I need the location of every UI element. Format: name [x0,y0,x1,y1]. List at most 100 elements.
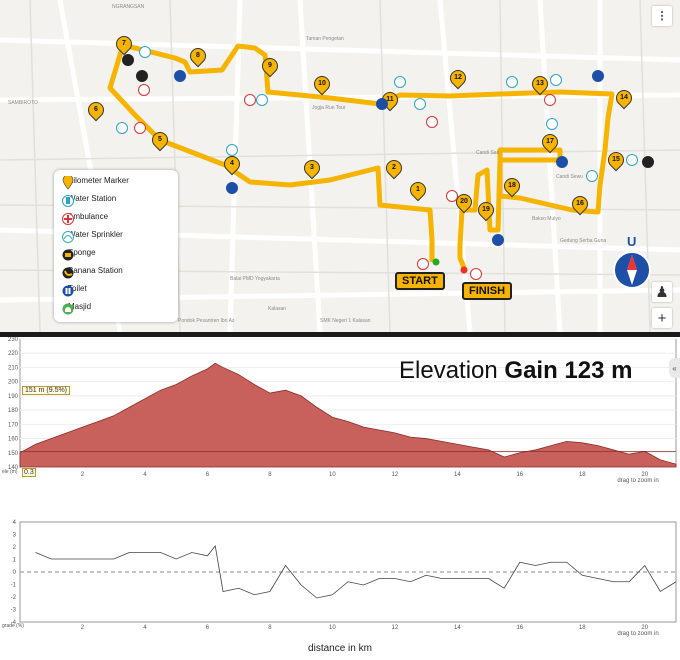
grade-x-tick: 10 [329,625,336,631]
km-marker-label: 2 [392,164,396,171]
km-marker-label: 9 [268,62,272,69]
route-map[interactable]: NGRANGSAN SAMBIROTO Kalasan Taman Penget… [0,0,680,332]
ambulance-icon[interactable] [446,190,458,202]
grade-line [35,545,677,599]
ambulance-icon[interactable] [244,94,256,106]
start-sign: START [395,272,445,290]
km-marker-label: 5 [158,136,162,143]
toilet-icon[interactable] [174,70,186,82]
elevation-x-tick: 14 [454,472,461,478]
legend-label: Sponge [68,248,96,257]
water-station-icon[interactable] [256,94,268,106]
toilet-icon[interactable] [226,182,238,194]
zoom-in-button[interactable]: + [652,308,672,328]
water-station-icon[interactable] [414,98,426,110]
legend-item: Kilometer Marker [62,176,129,190]
elevation-chart[interactable]: 230 220 210 200 190 180 170 160 150 140 2 4 6 8 10 12 14… [0,337,680,485]
ambulance-icon[interactable] [544,94,556,106]
toilet-icon [62,285,74,297]
map-label: Bakso Mulyo [532,216,561,222]
grade-y-tick: 1 [13,558,17,564]
ambulance-icon [62,213,74,225]
x-start-badge: 0.3 [22,468,36,477]
legend-item: Water Sprinkler [62,230,123,243]
more-options-button[interactable]: ⁝ [652,6,672,26]
ambulance-icon[interactable] [417,258,429,270]
grade-y-tick: 4 [13,520,17,526]
grade-x-tick: 18 [579,625,586,631]
x-axis-label: distance in km [308,643,372,654]
km-marker-label: 14 [620,94,628,101]
water-station-icon[interactable] [139,46,151,58]
ambulance-icon[interactable] [138,84,150,96]
elevation-y-tick: 220 [8,351,19,357]
grade-zoom-hint: drag to zoom in [617,631,658,637]
grade-y-tick: -1 [11,583,17,589]
elevation-y-tick: 190 [8,394,19,400]
legend-item: Banana Station [62,266,123,279]
km-marker-label: 15 [612,156,620,163]
sponge-icon [62,249,74,261]
elevation-y-tick: 230 [8,337,19,343]
elevation-y-tick: 140 [8,465,19,471]
water-station-icon[interactable] [226,144,238,156]
water-station-icon[interactable] [394,76,406,88]
legend-item: Toilet [62,284,87,297]
start-dot [432,258,440,266]
elevation-zoom-hint: drag to zoom in [617,478,658,484]
toilet-icon[interactable] [376,98,388,110]
legend-label: Ambulance [68,212,109,221]
grade-y-tick: -2 [11,595,17,601]
water-station-icon[interactable] [550,74,562,86]
grade-y-tick: 0 [13,570,17,576]
km-marker-label: 1 [416,186,420,193]
toilet-icon[interactable] [592,70,604,82]
km-marker-label: 4 [230,160,234,167]
elevation-y-tick: 180 [8,408,19,414]
ambulance-icon[interactable] [470,268,482,280]
water-station-icon[interactable] [116,122,128,134]
legend-label: Toilet [68,284,87,293]
masjid-icon [62,303,74,315]
elevation-x-tick: 8 [268,472,272,478]
ambulance-icon[interactable] [134,122,146,134]
collapse-panel-button[interactable]: « [669,358,680,378]
street-view-button[interactable]: ♟ [652,282,672,302]
water-station-icon[interactable] [626,154,638,166]
water-station-icon[interactable] [546,118,558,130]
elevation-x-tick: 2 [81,472,85,478]
toilet-icon[interactable] [492,234,504,246]
map-label: SAMBIROTO [8,100,38,106]
km-marker-label: 6 [94,106,98,113]
banana-station-icon[interactable] [642,156,654,168]
sponge-icon[interactable] [122,54,134,66]
map-label: Jogja Run Tour [312,105,346,111]
grade-y-tick: 3 [13,533,17,539]
grade-y-unit: grade (%) [2,623,24,629]
map-label: Taman Pengetan [306,36,344,42]
elevation-x-tick: 18 [579,472,586,478]
km-marker-label: 17 [546,138,554,145]
elevation-y-tick: 200 [8,380,19,386]
legend-label: Water Sprinkler [68,230,123,239]
compass-letter: U [627,234,637,249]
grade-x-tick: 6 [206,625,210,631]
compass-icon [613,251,651,289]
elevation-x-tick: 16 [516,472,523,478]
km-marker-label: 13 [536,80,544,87]
hover-value-badge: 151 m (9.5%) [22,386,71,395]
ambulance-icon[interactable] [426,116,438,128]
elevation-y-unit: ele (m) [2,469,18,475]
water-station-icon[interactable] [586,170,598,182]
water-station-icon [62,195,74,207]
toilet-icon[interactable] [556,156,568,168]
elevation-x-tick: 12 [392,472,399,478]
finish-sign: FINISH [462,282,513,300]
legend-item: Sponge [62,248,96,261]
water-station-icon[interactable] [506,76,518,88]
banana-station-icon[interactable] [136,70,148,82]
map-label: Candi Sewu [556,174,583,180]
elevation-x-tick: 10 [329,472,336,478]
grade-x-tick: 2 [81,625,85,631]
